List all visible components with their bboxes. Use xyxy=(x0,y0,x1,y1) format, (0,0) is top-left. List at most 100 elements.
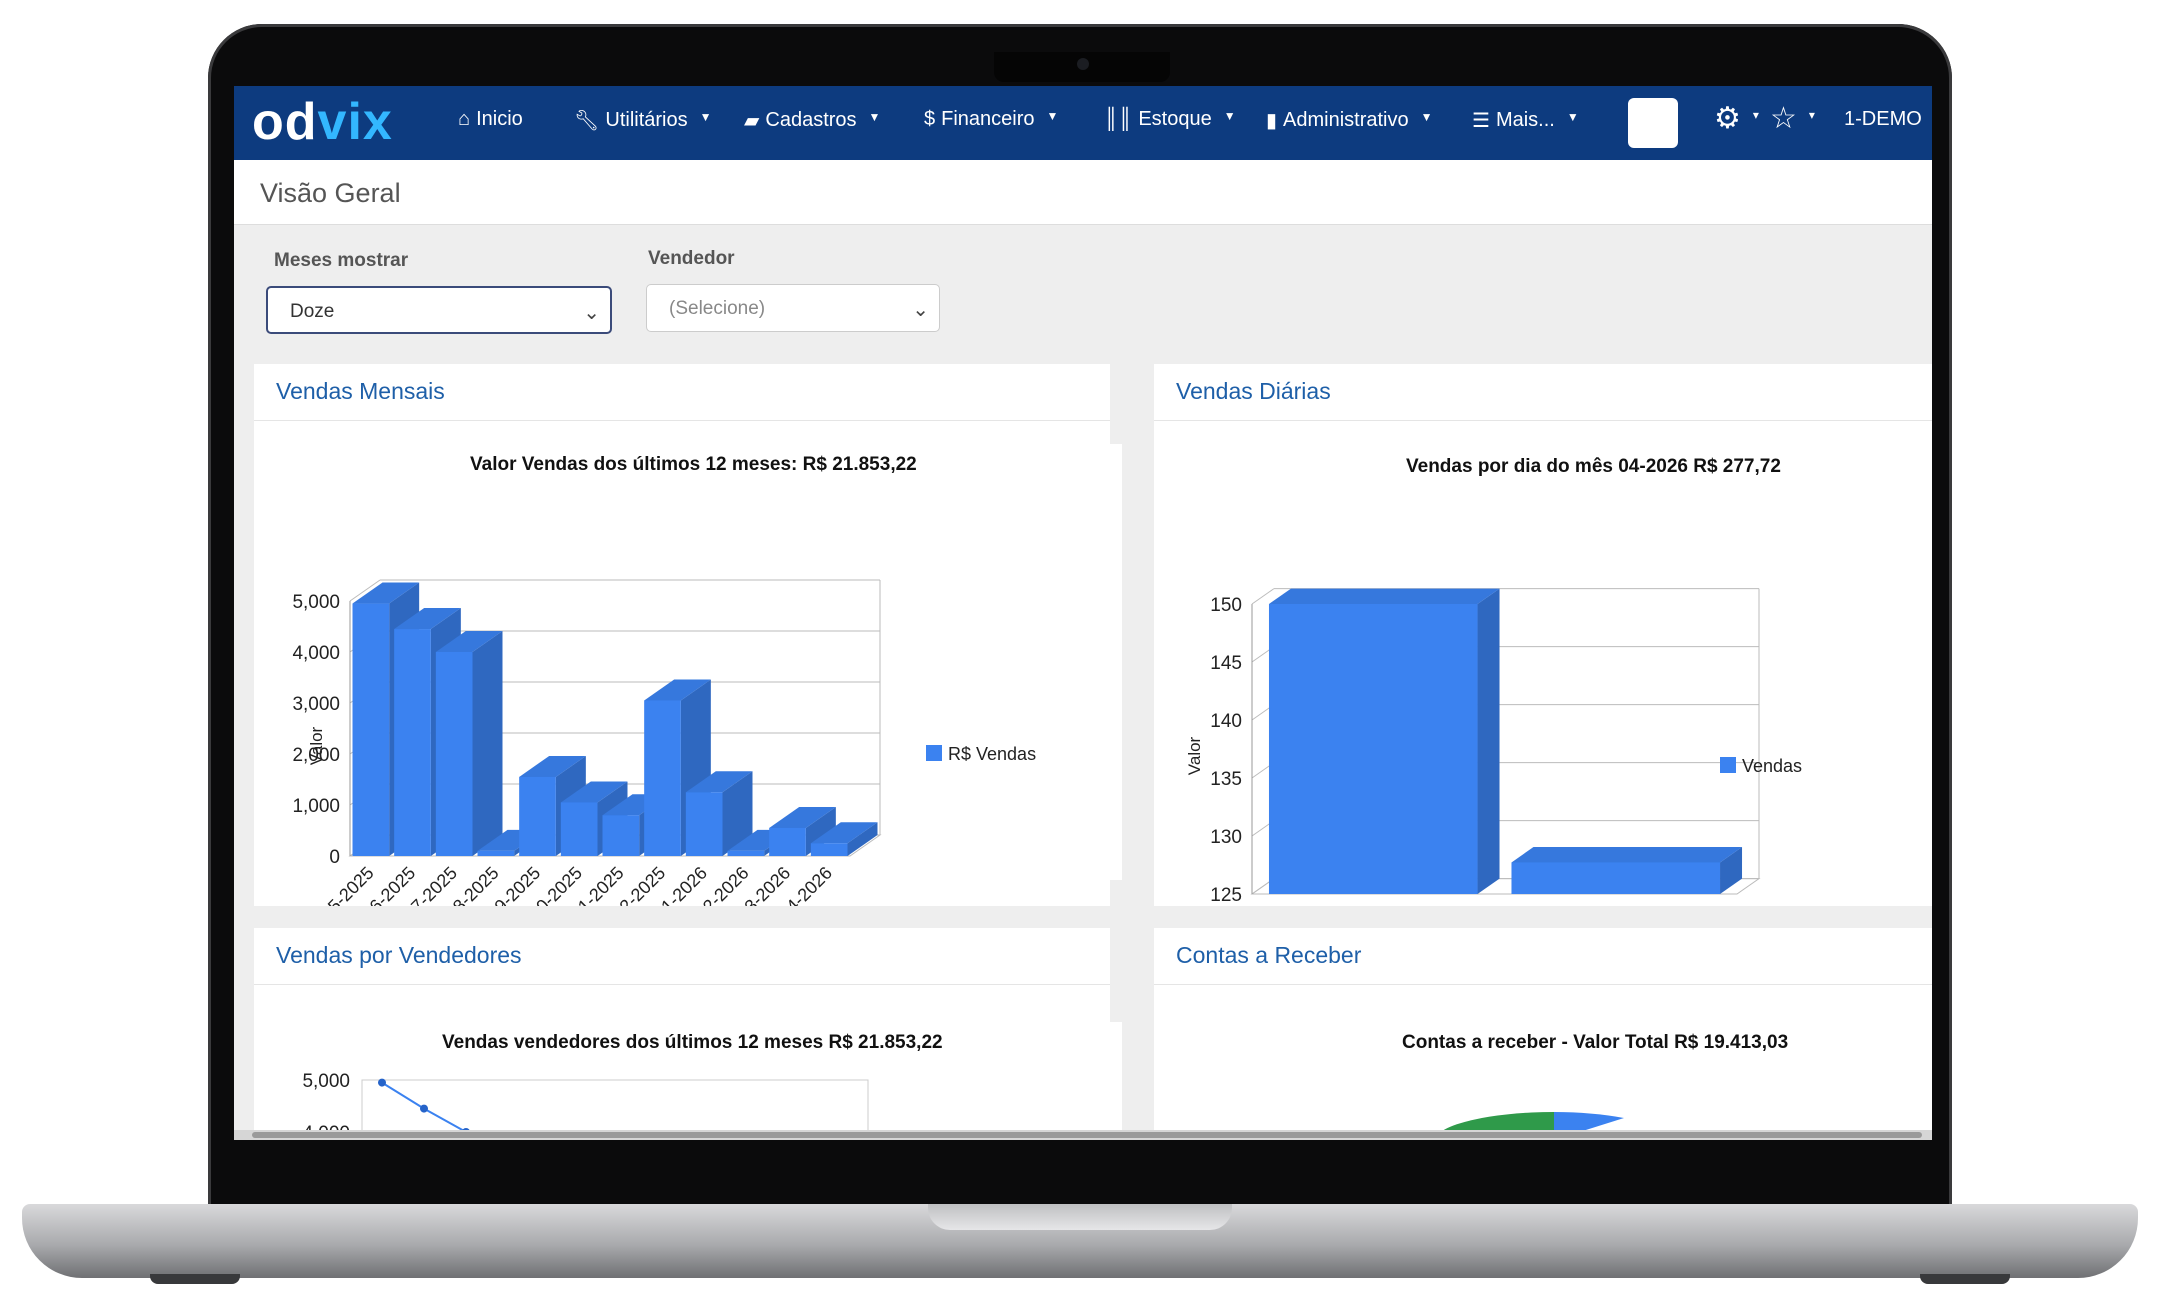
nav-administrativo[interactable]: ▮ Administrativo ▼ xyxy=(1266,109,1433,132)
nav-estoque[interactable]: ║║ Estoque ▼ xyxy=(1104,108,1236,130)
chevron-down-icon: ⌄ xyxy=(583,302,600,324)
bar-top xyxy=(810,822,878,844)
y-tick-label: 2,000 xyxy=(292,745,340,766)
panel-seller-sales: Vendas por Vendedores Vendas vendedores … xyxy=(254,928,1110,1140)
top-navbar: odvix ⌂ Inicio 🔧︎ Utilitários ▼ ▰ Cadastros ▼… xyxy=(234,86,1932,160)
quick-search-box[interactable] xyxy=(1628,98,1678,148)
bar xyxy=(602,815,640,856)
chevron-down-icon: ⌄ xyxy=(912,299,929,321)
folder-icon: ▰ xyxy=(744,110,760,132)
user-menu[interactable]: 1-DEMO· xyxy=(1844,108,1932,130)
months-select[interactable]: Doze ⌄ xyxy=(266,286,612,334)
y-tick-label: 0 xyxy=(329,847,340,868)
x-tick-label: 14-04- 2026 xyxy=(1322,904,1424,906)
panel-header: Contas a Receber xyxy=(1154,928,1932,985)
gear-icon: ⚙ xyxy=(1714,102,1741,135)
caret-down-icon: ▼ xyxy=(1566,109,1579,124)
bar-side xyxy=(1720,847,1743,894)
gridline xyxy=(349,579,381,602)
legend-swatch xyxy=(926,745,942,761)
bar-side xyxy=(472,631,503,856)
y-tick-label: 135 xyxy=(1210,769,1242,790)
dollar-icon: $ xyxy=(924,108,936,130)
bar xyxy=(477,850,515,856)
bar xyxy=(435,652,473,856)
barcode-icon: ║║ xyxy=(1104,108,1133,130)
panel-header: Vendas Diárias xyxy=(1154,364,1932,421)
menu-icon: ☰ xyxy=(1472,110,1490,132)
y-tick-label: 125 xyxy=(1210,885,1242,906)
bar xyxy=(727,850,765,856)
nav-inicio[interactable]: ⌂ Inicio xyxy=(458,108,523,130)
bar xyxy=(685,792,723,856)
caret-down-icon: ▼ xyxy=(699,109,712,124)
seller-select[interactable]: (Selecione) ⌄ xyxy=(646,284,940,332)
bar xyxy=(560,802,598,856)
favorites-menu[interactable]: ☆ ▾ xyxy=(1770,104,1815,134)
scrollbar-thumb[interactable] xyxy=(252,1132,1922,1138)
caret-down-icon: ▼ xyxy=(1046,108,1059,123)
panel-edge xyxy=(1110,444,1122,880)
bar xyxy=(394,629,431,856)
y-tick-label: 140 xyxy=(1210,711,1242,732)
panel-title: Vendas por Vendedores xyxy=(276,942,522,968)
app-screen: odvix ⌂ Inicio 🔧︎ Utilitários ▼ ▰ Cadastros ▼… xyxy=(234,86,1932,1140)
bar-side xyxy=(722,771,753,856)
legend-label: Vendas xyxy=(1742,756,1802,776)
caret-down-icon: ▼ xyxy=(1223,108,1236,123)
bar xyxy=(644,700,681,856)
laptop-foot xyxy=(1920,1274,2010,1284)
legend-swatch xyxy=(1720,757,1736,773)
laptop-foot xyxy=(150,1274,240,1284)
panel-edge xyxy=(1110,1022,1122,1140)
y-tick-label: 150 xyxy=(1210,595,1242,616)
bar-top xyxy=(1511,847,1743,863)
bar-top xyxy=(1268,588,1500,604)
bar-top xyxy=(769,806,836,828)
bar xyxy=(810,843,848,856)
page-header: Visão Geral xyxy=(234,160,1932,225)
bar xyxy=(1511,862,1721,894)
odvix-logo[interactable]: odvix xyxy=(252,93,393,151)
gridline xyxy=(1251,588,1275,605)
receivables-pie-chart xyxy=(1434,1111,1624,1140)
page-title: Visão Geral xyxy=(260,178,401,208)
nav-cadastros[interactable]: ▰ Cadastros ▼ xyxy=(744,109,881,132)
lid-notch xyxy=(928,1204,1232,1230)
building-icon: ▮ xyxy=(1266,110,1278,132)
camera-icon xyxy=(1077,58,1089,70)
nav-utilitarios[interactable]: 🔧︎ Utilitários ▼ xyxy=(574,109,712,132)
nav-mais[interactable]: ☰ Mais... ▼ xyxy=(1472,109,1579,132)
chart-title: Vendas por dia do mês 04-2026 R$ 277,72 xyxy=(1406,456,1781,477)
bar xyxy=(769,827,806,856)
y-tick-label: 1,000 xyxy=(292,796,340,817)
bar-top xyxy=(519,755,586,777)
y-tick-label: 145 xyxy=(1210,653,1242,674)
caret-down-icon: ▼ xyxy=(868,109,881,124)
bar-top xyxy=(644,679,711,701)
caret-down-icon: ▼ xyxy=(1420,109,1433,124)
panel-header: Vendas por Vendedores xyxy=(254,928,1110,985)
daily-sales-chart: 125 130 135 140 145 150 14-04- 2026 28-04- 2026… xyxy=(1185,588,1802,906)
seller-label: Vendedor xyxy=(648,248,735,269)
star-icon: ☆ xyxy=(1770,102,1797,135)
y-axis-label: Valor xyxy=(1185,736,1204,775)
panel-title: Contas a Receber xyxy=(1176,942,1362,968)
panel-daily-sales: Vendas Diárias Vendas por dia do mês 04-… xyxy=(1154,364,1932,906)
bar-side xyxy=(1477,588,1500,894)
nav-financeiro[interactable]: $ Financeiro ▼ xyxy=(924,108,1059,130)
wrench-icon: 🔧︎ xyxy=(574,110,600,132)
data-point xyxy=(420,1104,428,1113)
bar-top xyxy=(685,771,753,793)
panel-receivables: Contas a Receber Contas a receber - Valo… xyxy=(1154,928,1932,1140)
caret-down-icon: ▾ xyxy=(1808,108,1815,122)
monthly-sales-chart: 01,0002,0003,0004,0005,00005-202506-2025… xyxy=(292,579,1036,906)
bar xyxy=(1268,604,1478,894)
plot-area xyxy=(361,1079,869,1133)
y-tick-label: 5,000 xyxy=(292,592,340,613)
settings-menu[interactable]: ⚙ ▾ xyxy=(1714,104,1759,134)
chart-title: Valor Vendas dos últimos 12 meses: R$ 21… xyxy=(470,454,917,475)
bar xyxy=(352,603,390,856)
